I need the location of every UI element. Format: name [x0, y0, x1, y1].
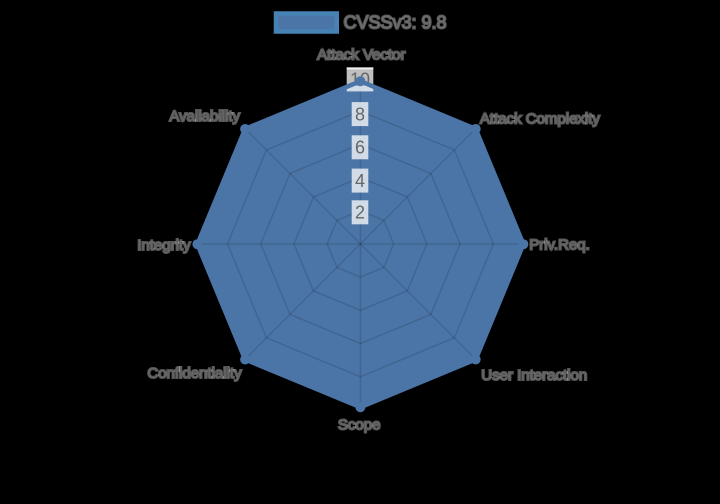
svg-text:Confidentiality: Confidentiality [147, 365, 242, 382]
svg-text:Attack Vector: Attack Vector [317, 46, 405, 63]
svg-text:6: 6 [355, 138, 365, 158]
svg-text:Priv.Req.: Priv.Req. [529, 237, 590, 254]
svg-text:Scope: Scope [338, 417, 381, 434]
svg-text:4: 4 [355, 171, 365, 191]
svg-text:2: 2 [355, 203, 365, 223]
svg-text:User Interaction: User Interaction [481, 367, 587, 384]
svg-text:CVSSv3: 9.8: CVSSv3: 9.8 [344, 13, 447, 33]
svg-text:Integrity: Integrity [137, 237, 191, 254]
svg-text:8: 8 [355, 104, 365, 124]
svg-text:Availability: Availability [169, 108, 240, 125]
svg-text:Attack Complexity: Attack Complexity [480, 111, 601, 128]
